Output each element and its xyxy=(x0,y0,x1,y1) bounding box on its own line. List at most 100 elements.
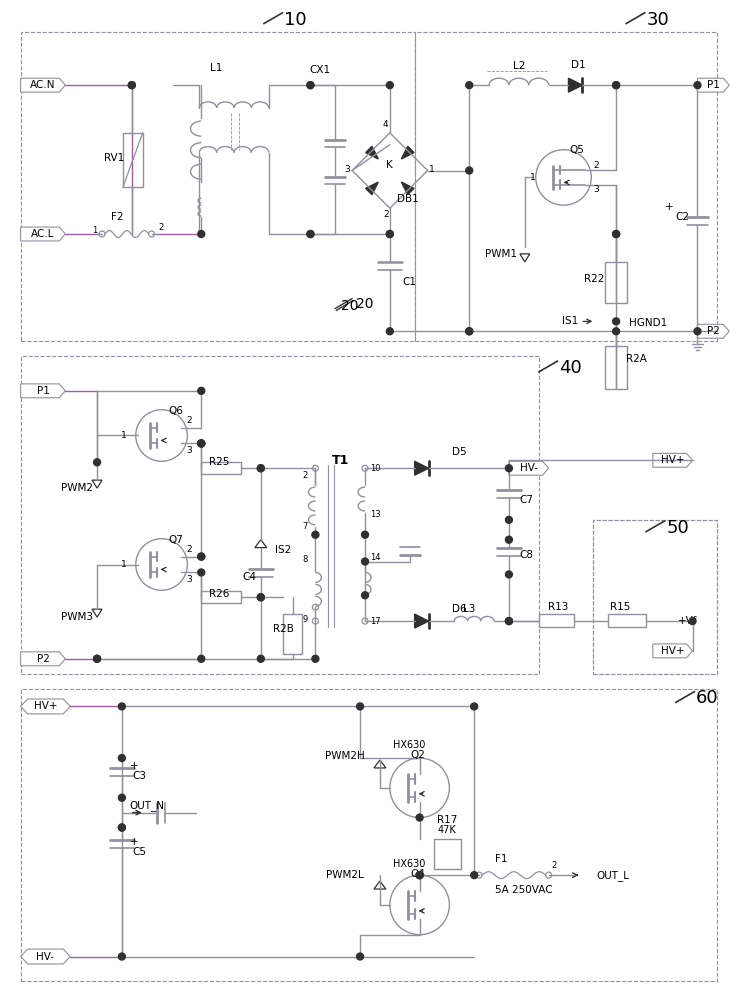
Bar xyxy=(283,614,302,654)
Polygon shape xyxy=(414,614,428,628)
Text: F2: F2 xyxy=(110,212,123,222)
Circle shape xyxy=(612,328,620,335)
Circle shape xyxy=(258,594,264,601)
Text: P2: P2 xyxy=(707,326,720,336)
Polygon shape xyxy=(698,324,729,338)
Polygon shape xyxy=(21,949,70,964)
Bar xyxy=(21,356,539,674)
Circle shape xyxy=(258,655,264,662)
Circle shape xyxy=(416,872,423,879)
Text: Q6: Q6 xyxy=(168,406,183,416)
Circle shape xyxy=(612,231,620,237)
Circle shape xyxy=(471,703,478,710)
Text: RV1: RV1 xyxy=(104,153,124,163)
Circle shape xyxy=(689,618,696,625)
Circle shape xyxy=(694,82,701,89)
Text: HX630: HX630 xyxy=(394,740,426,750)
Circle shape xyxy=(198,231,205,237)
Text: 5A 250VAC: 5A 250VAC xyxy=(495,885,553,895)
Text: P1: P1 xyxy=(707,80,720,90)
Text: 17: 17 xyxy=(369,617,381,626)
Text: HV-: HV- xyxy=(37,952,54,962)
Circle shape xyxy=(612,231,620,237)
Circle shape xyxy=(356,703,364,710)
Text: +Vf: +Vf xyxy=(678,616,697,626)
Text: 20: 20 xyxy=(356,297,374,311)
Text: 2: 2 xyxy=(593,161,599,170)
Polygon shape xyxy=(401,146,414,159)
Bar xyxy=(201,591,241,603)
Circle shape xyxy=(307,231,314,237)
Text: 1: 1 xyxy=(428,165,434,174)
Circle shape xyxy=(307,82,314,89)
Bar xyxy=(593,520,718,674)
Circle shape xyxy=(466,82,473,89)
Text: R26: R26 xyxy=(209,589,230,599)
Polygon shape xyxy=(653,453,693,467)
Bar xyxy=(593,520,718,674)
Circle shape xyxy=(118,953,125,960)
Text: 1: 1 xyxy=(93,226,98,235)
Circle shape xyxy=(416,872,423,879)
Circle shape xyxy=(312,655,319,662)
Text: R13: R13 xyxy=(548,602,569,612)
Text: Q2: Q2 xyxy=(410,750,425,760)
Text: C3: C3 xyxy=(132,771,146,781)
Text: R17: R17 xyxy=(437,815,458,825)
Text: 1: 1 xyxy=(121,560,127,569)
Circle shape xyxy=(506,618,512,625)
Polygon shape xyxy=(21,78,66,92)
Text: P1: P1 xyxy=(37,386,49,396)
Text: 2: 2 xyxy=(302,471,308,480)
Text: AC.L: AC.L xyxy=(31,229,54,239)
Text: PWM3: PWM3 xyxy=(61,612,93,622)
Polygon shape xyxy=(414,461,428,475)
Text: PWM1: PWM1 xyxy=(485,249,517,259)
Circle shape xyxy=(93,655,101,662)
Text: R2A: R2A xyxy=(626,354,646,364)
Polygon shape xyxy=(520,254,530,262)
Bar xyxy=(414,32,718,341)
Circle shape xyxy=(198,655,205,662)
Text: 13: 13 xyxy=(369,510,381,519)
Polygon shape xyxy=(21,699,70,714)
Polygon shape xyxy=(255,540,266,548)
Text: 8: 8 xyxy=(302,555,308,564)
Circle shape xyxy=(118,824,125,831)
Circle shape xyxy=(258,594,264,601)
Text: 7: 7 xyxy=(302,522,308,531)
Text: PWM2: PWM2 xyxy=(61,483,93,493)
Polygon shape xyxy=(509,461,548,475)
Text: HV+: HV+ xyxy=(34,701,57,711)
Circle shape xyxy=(118,794,125,801)
Polygon shape xyxy=(21,227,66,241)
Text: HGND1: HGND1 xyxy=(629,318,667,328)
Text: R15: R15 xyxy=(610,602,630,612)
Circle shape xyxy=(128,82,135,89)
Bar xyxy=(201,462,241,474)
Text: HV-: HV- xyxy=(520,463,538,473)
Text: Q4: Q4 xyxy=(410,869,425,879)
Circle shape xyxy=(118,703,125,710)
Text: +: + xyxy=(130,837,138,847)
Circle shape xyxy=(307,231,314,237)
Circle shape xyxy=(198,440,205,447)
Text: P2: P2 xyxy=(37,654,49,664)
Circle shape xyxy=(506,536,512,543)
Circle shape xyxy=(307,82,314,89)
Text: CX1: CX1 xyxy=(310,65,331,75)
Circle shape xyxy=(466,328,473,335)
Text: D6: D6 xyxy=(452,604,467,614)
Text: 1: 1 xyxy=(121,431,127,440)
Bar xyxy=(539,614,574,627)
Text: 40: 40 xyxy=(559,359,582,377)
Circle shape xyxy=(694,328,701,335)
Text: 2: 2 xyxy=(551,861,556,870)
Text: 2: 2 xyxy=(186,416,192,425)
Polygon shape xyxy=(698,78,729,92)
Circle shape xyxy=(386,231,393,237)
Circle shape xyxy=(612,82,620,89)
Polygon shape xyxy=(374,760,386,768)
Polygon shape xyxy=(366,146,378,159)
Circle shape xyxy=(386,328,393,335)
